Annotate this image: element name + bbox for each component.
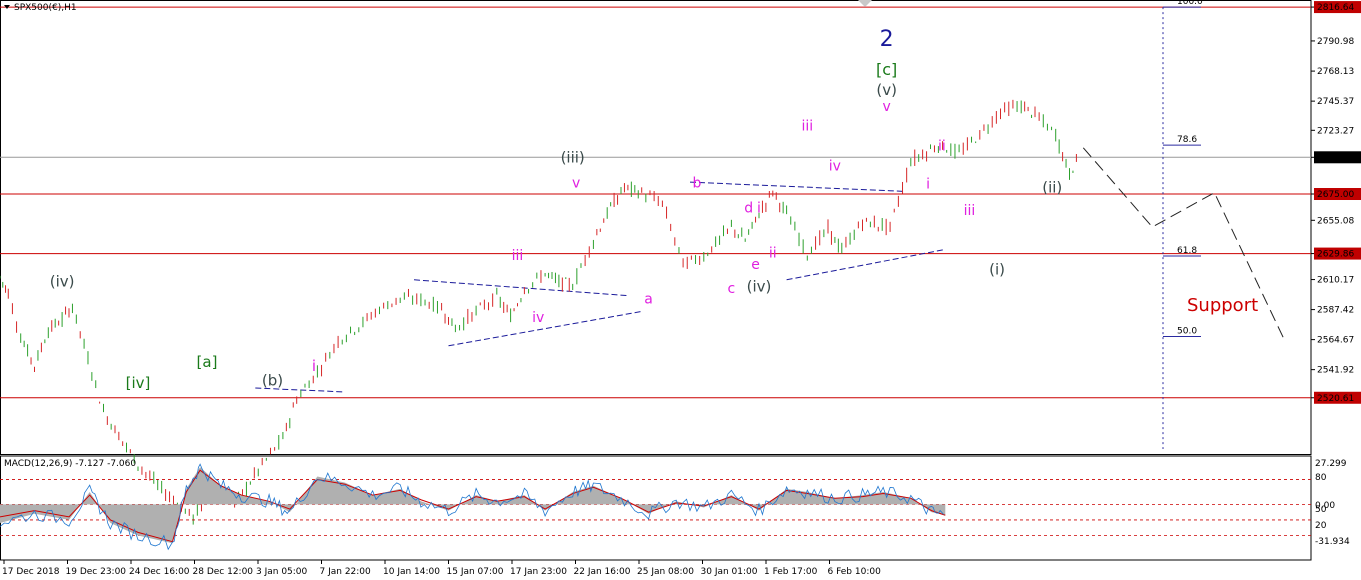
macd-scale-label: 20: [1315, 521, 1327, 531]
wave-label: ii: [938, 138, 946, 154]
macd-scale-label: 50: [1315, 505, 1327, 515]
wave-label: i: [312, 357, 316, 375]
trendline: [255, 387, 346, 393]
time-tick-label: 6 Feb 10:00: [828, 567, 882, 577]
wave-label: (b): [262, 371, 283, 389]
wave-label: iii: [964, 203, 976, 219]
time-tick-label: 17 Jan 23:00: [510, 567, 567, 577]
price-label-box: [1314, 1, 1361, 14]
price-tick-label: 2790.98: [1317, 37, 1354, 47]
price-tick-label: 2587.42: [1317, 306, 1354, 316]
trendline: [448, 310, 642, 347]
price-tick-label: 2541.92: [1317, 366, 1354, 376]
wave-label: [c]: [876, 60, 897, 79]
price-tick-label: 2702.82: [1317, 153, 1354, 163]
chart-title[interactable]: SPX500(€),H1: [4, 3, 77, 13]
wave-label: v: [883, 99, 891, 115]
wave-label: (iv): [747, 278, 772, 296]
wave-label: (i): [989, 261, 1005, 279]
wave-label: a: [644, 292, 653, 308]
wave-label: iv: [532, 310, 544, 326]
price-series: [0, 99, 1077, 525]
time-tick-label: 22 Jan 16:00: [574, 567, 631, 577]
projection-line: [1082, 147, 1284, 339]
wave-label: e: [751, 257, 760, 273]
horizontal-levels: [0, 6, 1311, 399]
projection-path: [1082, 147, 1284, 339]
macd-scale-label: 0.00: [1315, 501, 1335, 511]
wave-label: (ii): [1042, 179, 1062, 197]
wave-label: i: [757, 200, 761, 216]
wave-label: iii: [512, 248, 524, 264]
wave-label: [iv]: [126, 374, 151, 392]
time-tick-label: 25 Jan 08:00: [637, 567, 694, 577]
time-tick-label: 24 Dec 16:00: [129, 567, 190, 577]
price-label-box: [1314, 188, 1361, 201]
price-tick-label: 2655.08: [1317, 216, 1354, 226]
wave-label: [a]: [197, 353, 218, 371]
price-label-box: [1314, 391, 1361, 404]
time-tick-label: 30 Jan 01:00: [701, 567, 758, 577]
trendlines: [255, 181, 946, 393]
price-tick-label: 2520.61: [1317, 394, 1354, 404]
price-axis[interactable]: 2816.64 2790.98 2768.13 2745.37 2723.27 2702.…: [1311, 1, 1361, 404]
fib-level-label: 100.0: [1177, 0, 1203, 7]
wave-label: (iii): [561, 148, 585, 166]
price-label-box: [1314, 247, 1361, 260]
support-label: Support: [1187, 295, 1258, 316]
wave-label: c: [728, 281, 736, 297]
time-tick-label: 1 Feb 17:00: [764, 567, 818, 577]
wave-label: v: [572, 175, 580, 191]
wave-label: ii: [769, 245, 777, 261]
time-tick-label: 19 Dec 23:00: [66, 567, 127, 577]
macd-label: MACD(12,26,9) -7.127 -7.060: [4, 459, 136, 469]
fib-level-label: 78.6: [1177, 135, 1197, 145]
wave-label: (iv): [50, 272, 75, 290]
macd-scale-label: 80: [1315, 473, 1327, 483]
fib-level-label: 61.8: [1177, 246, 1197, 256]
dropdown-triangle-icon[interactable]: [4, 5, 10, 9]
price-tick-label: 2768.13: [1317, 67, 1354, 77]
price-label-box: [1314, 151, 1361, 164]
macd-histogram: [0, 467, 946, 544]
time-tick-label: 28 Dec 12:00: [193, 567, 254, 577]
fibonacci-retracement: 100.0 78.6 61.8 50.0: [1162, 0, 1203, 449]
wave-label: d: [744, 200, 753, 216]
wave-label: 2: [880, 27, 894, 52]
macd-line: [0, 463, 944, 551]
price-tick-label: 2629.86: [1317, 250, 1354, 260]
price-tick-label: 2675.00: [1317, 190, 1354, 200]
symbol-label: SPX500(€),H1: [14, 3, 77, 13]
time-tick-label: 15 Jan 07:00: [447, 567, 504, 577]
price-tick-label: 2564.67: [1317, 336, 1354, 346]
wave-label: i: [926, 177, 930, 193]
time-tick-label: 3 Jan 05:00: [256, 567, 308, 577]
shift-marker-icon[interactable]: [858, 0, 872, 7]
macd-scale-label: 27.299: [1315, 459, 1347, 469]
time-tick-label: 10 Jan 14:00: [383, 567, 440, 577]
price-tick-label: 2816.64: [1317, 3, 1354, 13]
fib-level-label: 50.0: [1177, 327, 1197, 337]
price-tick-label: 2745.37: [1317, 97, 1354, 107]
time-axis: 17 Dec 2018 19 Dec 23:00 24 Dec 16:00 28 De…: [2, 560, 881, 577]
price-tick-label: 2610.17: [1317, 276, 1354, 286]
time-tick-label: 17 Dec 2018: [2, 567, 60, 577]
price-tick-label: 2723.27: [1317, 126, 1354, 136]
wave-label: iii: [801, 119, 813, 135]
wave-label: (v): [876, 81, 897, 99]
macd-scale-label: -31.934: [1315, 537, 1350, 547]
wave-label: iv: [829, 158, 841, 174]
main-pane-border: [0, 0, 1312, 455]
time-tick-label: 7 Jan 22:00: [320, 567, 372, 577]
wave-label: b: [692, 175, 701, 191]
